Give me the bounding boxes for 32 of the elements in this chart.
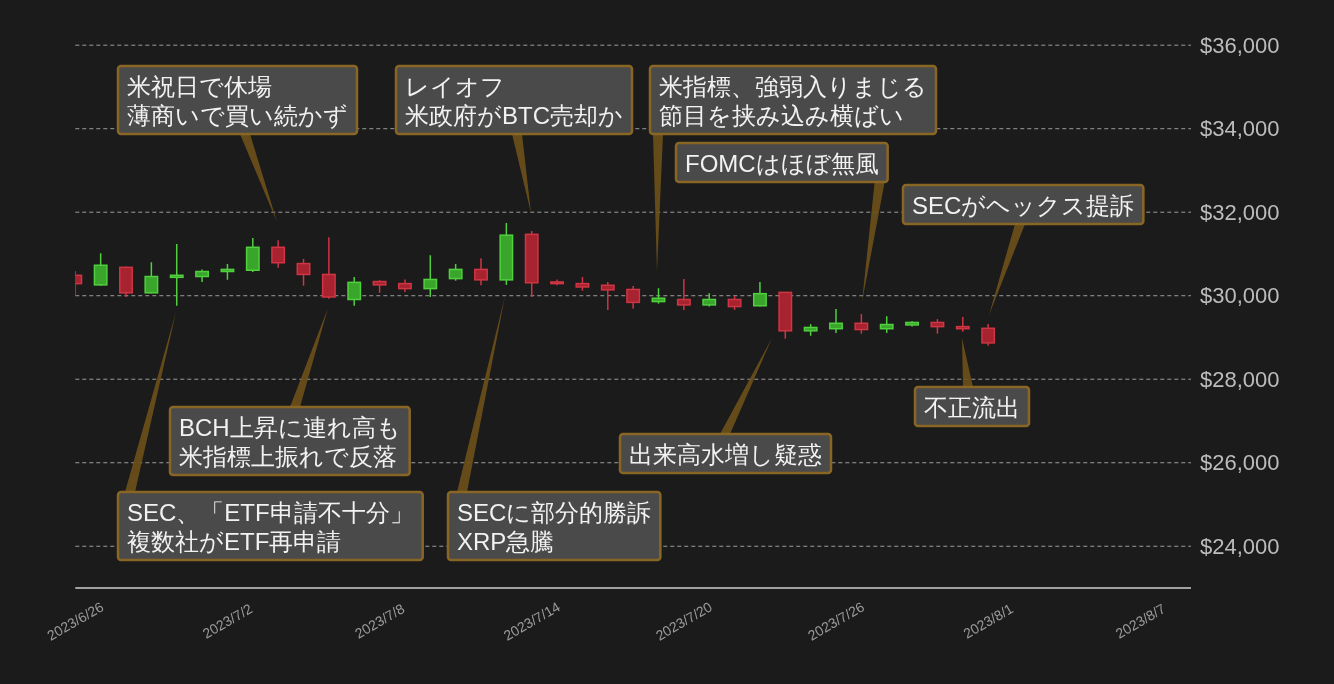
annotation: 米祝日で休場薄商いで買い続かず [127, 72, 348, 128]
candlestick [676, 278, 691, 311]
candlestick [626, 285, 641, 310]
annotation: レイオフ米政府がBTC売却か [405, 72, 623, 128]
y-tick-label: $30,000 [1200, 283, 1280, 309]
y-tick-label: $26,000 [1200, 450, 1280, 476]
annotation: 不正流出 [924, 393, 1020, 420]
y-tick-label: $34,000 [1200, 116, 1280, 142]
candlestick [854, 313, 869, 335]
candlestick [423, 254, 438, 298]
candlestick [600, 281, 615, 311]
annotation: 出来高水増し疑惑 [629, 440, 822, 467]
annotation: 米指標、強弱入りまじる節目を挟み込み横ばい [659, 72, 927, 128]
candlestick [981, 323, 996, 347]
candlestick [245, 237, 260, 273]
y-tick-label: $36,000 [1200, 32, 1280, 58]
annotation: FOMCはほぼ無風 [685, 149, 879, 176]
annotation: BCH上昇に連れ高も米指標上振れで反落 [179, 413, 401, 469]
y-tick-label: $24,000 [1200, 533, 1280, 559]
candlestick [144, 261, 159, 294]
y-tick-label: $32,000 [1200, 199, 1280, 225]
candlestick [321, 236, 336, 300]
candlestick [93, 252, 108, 287]
candlestick [347, 276, 362, 307]
y-tick-label: $28,000 [1200, 366, 1280, 392]
candlestick [474, 257, 488, 287]
annotation: SECがヘックス提訴 [912, 191, 1135, 218]
candlestick [752, 281, 767, 308]
candlestick [271, 239, 286, 269]
annotation: SECに部分的勝訴XRP急騰 [457, 498, 652, 554]
candlestick [296, 258, 311, 287]
annotation: SEC、「ETF申請不十分」複数社がETF再申請 [127, 498, 414, 554]
